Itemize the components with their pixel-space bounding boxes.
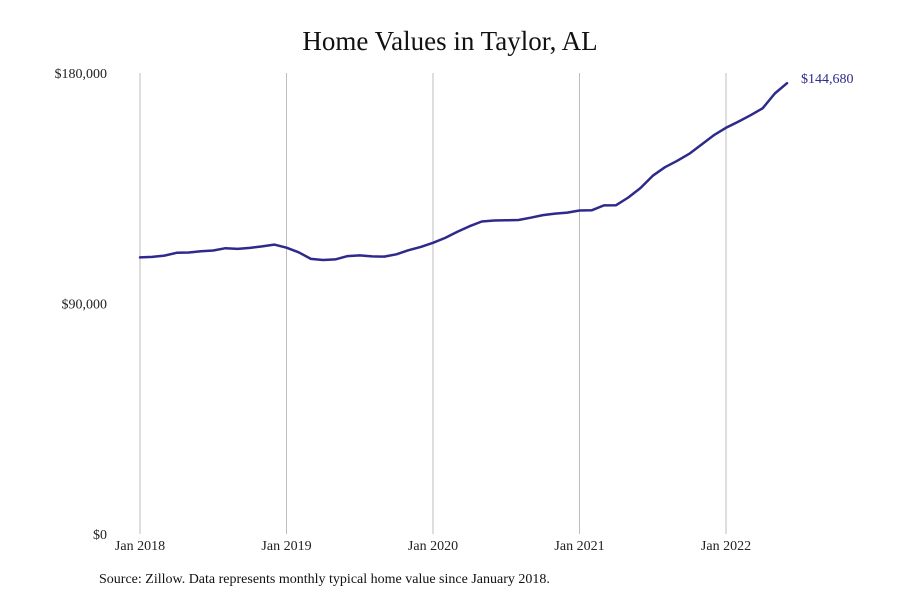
data-point [151, 256, 153, 258]
data-point [175, 252, 177, 254]
data-point [529, 217, 531, 219]
data-point [639, 187, 641, 189]
data-point [700, 143, 702, 145]
series-line [138, 81, 789, 262]
data-point [481, 220, 483, 222]
data-point [505, 219, 507, 221]
data-point [200, 250, 202, 252]
data-point [334, 258, 336, 260]
y-axis: $0 $90,000 $180,000 [55, 67, 108, 543]
x-tick-label: Jan 2019 [261, 539, 311, 554]
data-point [310, 258, 312, 260]
data-point [737, 120, 739, 122]
data-point [261, 245, 263, 247]
data-point [163, 254, 165, 256]
data-point [591, 209, 593, 211]
data-point [188, 251, 190, 253]
y-tick-label: $90,000 [62, 298, 108, 313]
data-point [407, 249, 409, 251]
end-value-label: $144,680 [801, 72, 854, 87]
data-point [224, 247, 226, 249]
series-layer: $144,680 [138, 72, 854, 262]
data-point [139, 256, 141, 258]
source-note: Source: Zillow. Data represents monthly … [99, 572, 550, 587]
data-point [554, 212, 556, 214]
data-point [444, 237, 446, 239]
data-point [566, 211, 568, 213]
data-point [603, 204, 605, 206]
x-tick-label: Jan 2020 [408, 539, 458, 554]
data-point [652, 175, 654, 177]
x-tick-label: Jan 2018 [115, 539, 165, 554]
x-axis: Jan 2018 Jan 2019 Jan 2020 Jan 2021 Jan 2022 [115, 539, 751, 554]
data-point [627, 196, 629, 198]
chart-title: Home Values in Taylor, AL [302, 26, 598, 56]
data-point [298, 251, 300, 253]
data-point [383, 255, 385, 257]
y-tick-label: $0 [93, 528, 107, 543]
data-point [395, 253, 397, 255]
data-point [688, 152, 690, 154]
data-point [786, 82, 788, 84]
data-point [761, 107, 763, 109]
data-point [749, 114, 751, 116]
data-point [236, 248, 238, 250]
data-point [542, 214, 544, 216]
data-point [359, 254, 361, 256]
data-point [615, 204, 617, 206]
gridlines [139, 73, 727, 534]
data-point [456, 231, 458, 233]
x-tick-label: Jan 2022 [701, 539, 751, 554]
data-point [713, 134, 715, 136]
data-point [285, 246, 287, 248]
data-point [212, 249, 214, 251]
data-point [725, 127, 727, 129]
data-point [517, 219, 519, 221]
data-point [432, 242, 434, 244]
data-point [249, 247, 251, 249]
data-point [468, 225, 470, 227]
data-point [273, 243, 275, 245]
y-tick-label: $180,000 [55, 67, 108, 82]
data-point [664, 166, 666, 168]
x-tick-label: Jan 2021 [554, 539, 604, 554]
data-point [346, 255, 348, 257]
data-point [322, 259, 324, 261]
data-point [676, 160, 678, 162]
data-point [774, 92, 776, 94]
data-point [578, 209, 580, 211]
data-point [493, 219, 495, 221]
data-point [371, 255, 373, 257]
data-point [420, 246, 422, 248]
